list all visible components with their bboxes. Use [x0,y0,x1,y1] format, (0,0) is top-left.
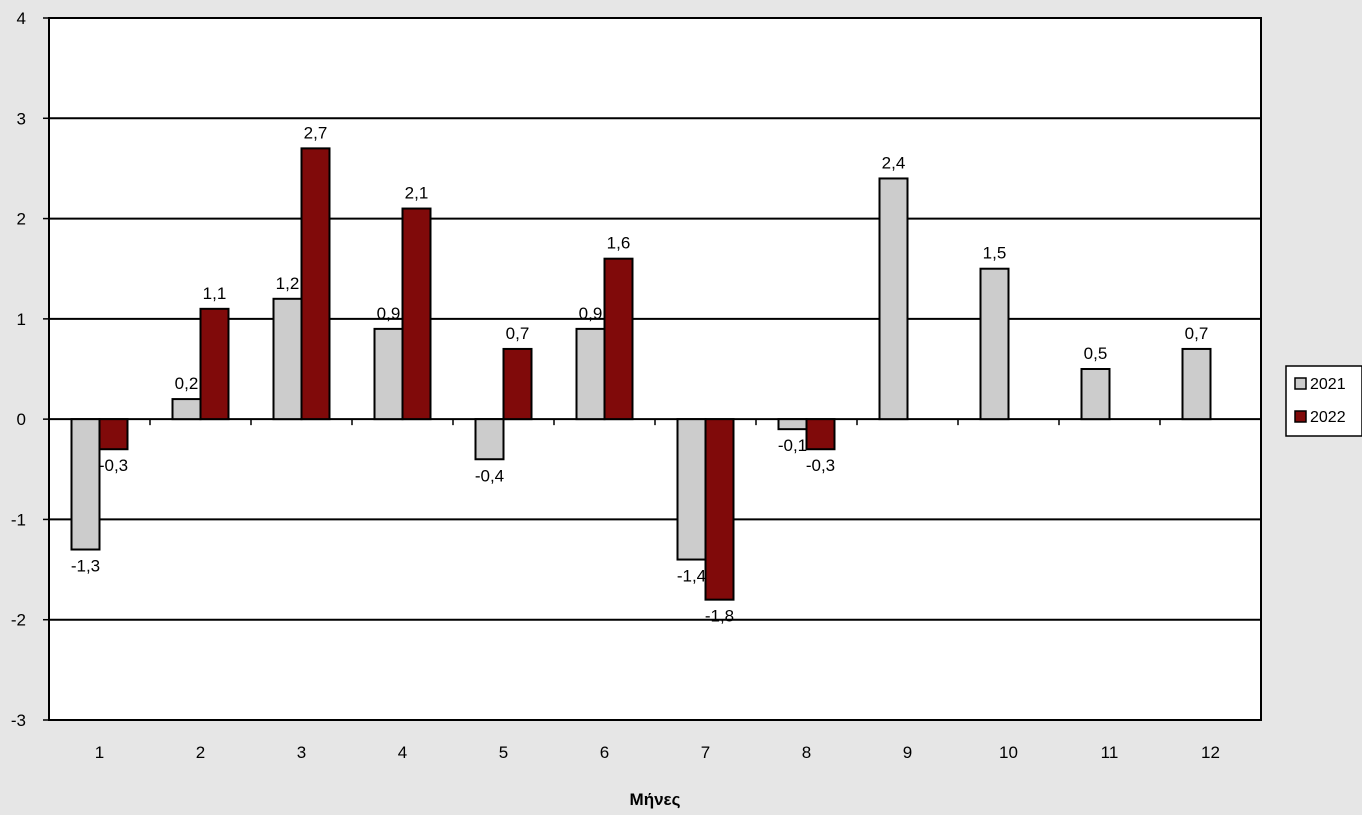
data-label: 0,7 [1185,324,1209,343]
bar-2021 [171,398,202,421]
x-tick-label: 8 [802,743,811,762]
y-tick-label: 2 [17,210,26,229]
data-label: 2,4 [882,153,906,172]
data-label: -0,3 [99,456,128,475]
data-label: -0,1 [778,436,807,455]
bar-2021 [575,327,606,421]
y-tick-label: -2 [11,611,26,630]
legend-swatch [1294,410,1307,423]
data-label: 0,2 [175,374,199,393]
y-tick-label: 3 [17,109,26,128]
bar-2021 [272,297,303,421]
bar-2022 [401,207,432,421]
x-tick-label: 7 [701,743,710,762]
data-label: 1,2 [276,274,300,293]
legend-box [1285,365,1362,437]
y-tick-label: -3 [11,711,26,730]
bar-2022 [805,418,836,451]
bar-2021 [878,177,909,421]
data-label: 1,5 [983,244,1007,263]
data-label: -1,4 [677,567,706,586]
x-tick-label: 4 [398,743,407,762]
legend-swatch [1294,377,1307,390]
x-tick-label: 9 [903,743,912,762]
x-tick-label: 1 [95,743,104,762]
legend-label: 2022 [1310,409,1346,426]
data-label: 0,5 [1084,344,1108,363]
bar-2021 [373,327,404,421]
bar-2022 [199,307,230,421]
bar-2021 [474,418,505,461]
legend: 2021 2022 [1285,365,1362,437]
data-label: 0,7 [506,324,530,343]
x-tick-label: 5 [499,743,508,762]
bar-2022 [502,347,533,421]
x-tick-label: 3 [297,743,306,762]
data-label: 2,7 [304,123,328,142]
bar-2022 [300,147,331,421]
x-tick-label: 2 [196,743,205,762]
data-label: 0,9 [579,304,603,323]
bar-2022 [704,418,735,601]
x-tick-label: 11 [1101,743,1119,762]
bar-2021 [1181,347,1212,421]
y-tick-label: 0 [17,410,26,429]
plot-area [48,17,1262,721]
bar-2021 [777,418,808,431]
data-label: 1,1 [203,284,227,303]
data-label: -1,3 [71,557,100,576]
x-tick-label: 6 [600,743,609,762]
legend-label: 2021 [1310,376,1346,393]
bar-2021 [70,418,101,551]
data-labels: -1,3 0,2 1,2 0,9 -0,4 0,9 -1,4 -0,1 2,4 1,5 0,5 0,7… [71,123,1208,625]
data-label: -0,3 [806,456,835,475]
x-tick-label: 10 [999,743,1018,762]
data-label: -0,4 [475,466,504,485]
bar-2022 [603,257,634,421]
x-tick-label: 12 [1201,743,1220,762]
data-label: 1,6 [607,234,631,253]
y-tick-label: 1 [17,310,26,329]
bar-2021 [979,267,1010,421]
bar-2022 [98,418,129,451]
data-label: 2,1 [405,184,429,203]
data-label: 0,9 [377,304,401,323]
bar-2021 [676,418,707,561]
y-tick-label: 4 [17,9,26,28]
y-tick-label: -1 [11,510,26,529]
bar-2021 [1080,368,1111,421]
data-label: -1,8 [705,607,734,626]
x-axis-title: Μήνες [630,790,681,809]
bars [70,147,1212,601]
